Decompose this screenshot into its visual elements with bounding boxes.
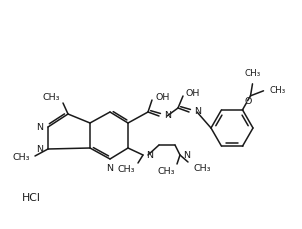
Text: N: N [36, 123, 43, 131]
Text: CH₃: CH₃ [244, 69, 261, 78]
Text: N: N [194, 107, 201, 117]
Text: OH: OH [155, 93, 169, 101]
Text: CH₃: CH₃ [117, 165, 135, 174]
Text: CH₃: CH₃ [12, 153, 30, 161]
Text: CH₃: CH₃ [269, 86, 286, 95]
Text: N: N [146, 150, 153, 160]
Text: CH₃: CH₃ [158, 167, 175, 176]
Text: N: N [36, 144, 43, 153]
Text: N: N [107, 164, 114, 173]
Text: N: N [183, 150, 190, 160]
Text: HCl: HCl [22, 193, 41, 203]
Text: CH₃: CH₃ [194, 164, 211, 173]
Text: CH₃: CH₃ [43, 93, 60, 103]
Text: N: N [164, 112, 171, 120]
Text: OH: OH [185, 88, 199, 98]
Text: O: O [245, 97, 252, 106]
